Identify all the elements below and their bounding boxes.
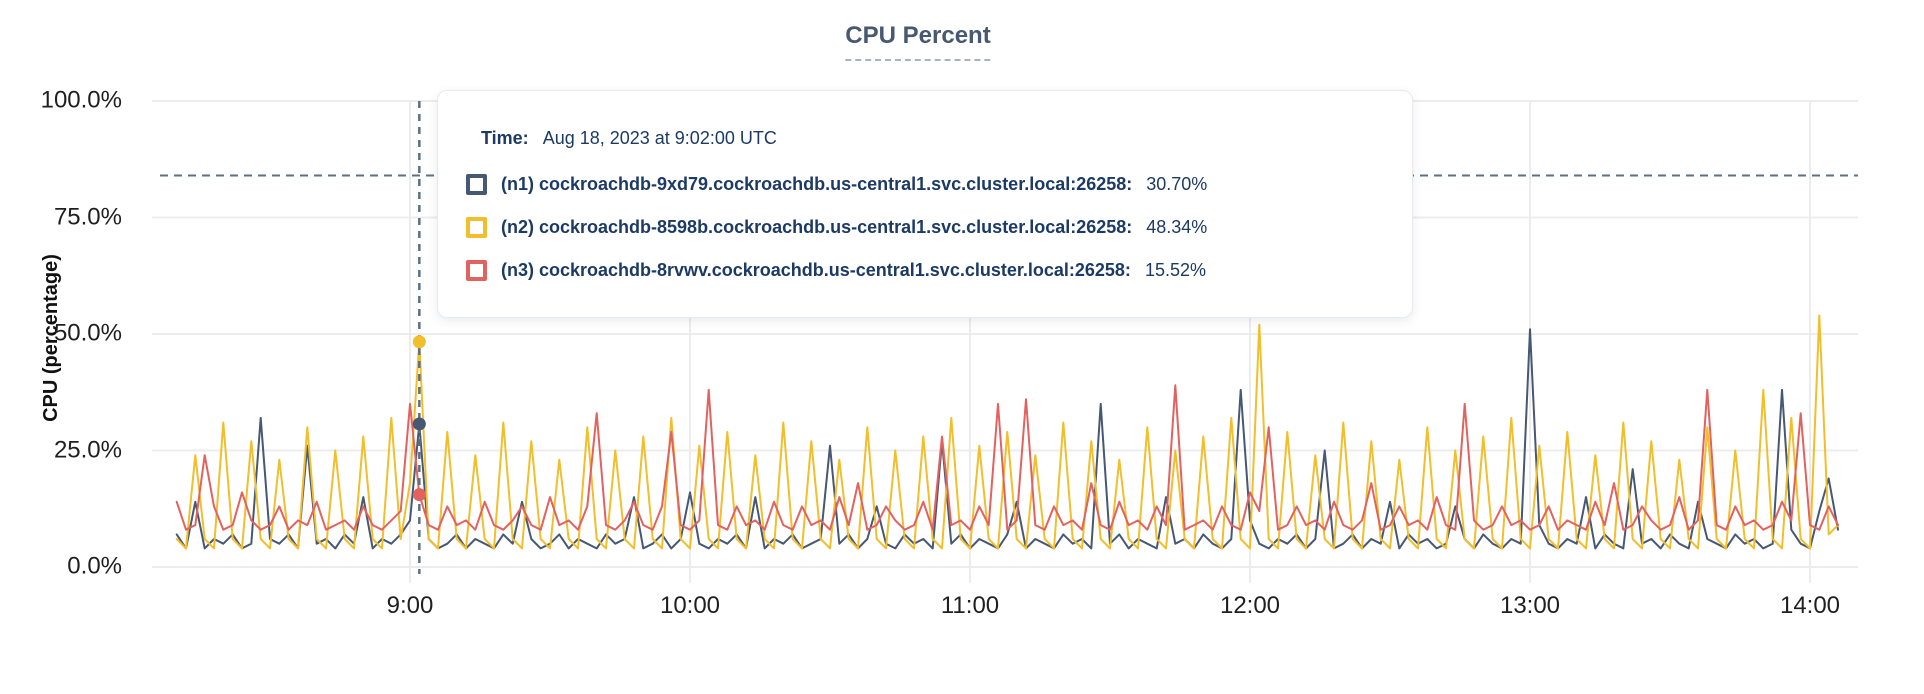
- chart-title-wrap: CPU Percent: [845, 22, 991, 61]
- x-tick-label-1200: 12:00: [1219, 592, 1281, 619]
- series-line-n2: [175, 314, 1839, 550]
- hover-marker-n3: [412, 488, 426, 502]
- tooltip-row-n2: (n2) cockroachdb-8598b.cockroachdb.us-ce…: [466, 216, 1412, 238]
- tooltip-node-value-n3: 15.52%: [1144, 260, 1206, 280]
- x-tick-label-1000: 10:00: [659, 592, 721, 619]
- chart-hover-tooltip: Time: Aug 18, 2023 at 9:02:00 UTC (n1) co…: [437, 90, 1413, 318]
- tooltip-row-n3: (n3) cockroachdb-8rvwv.cockroachdb.us-ce…: [466, 259, 1412, 281]
- tooltip-node-label-n3: (n3) cockroachdb-8rvwv.cockroachdb.us-ce…: [501, 260, 1131, 280]
- series-swatch-icon-n1: [466, 173, 487, 195]
- series-line-n1: [175, 328, 1839, 550]
- y-tick-label-100: 100.0%: [40, 86, 122, 114]
- tooltip-legend-rows: (n1) cockroachdb-9xd79.cockroachdb.us-ce…: [466, 173, 1412, 281]
- y-tick-label-50: 50.0%: [53, 319, 122, 347]
- y-tick-label-75: 75.0%: [53, 202, 122, 230]
- tooltip-node-value-n2: 48.34%: [1146, 217, 1208, 237]
- hover-marker-n2: [412, 335, 426, 349]
- tooltip-node-value-n1: 30.70%: [1146, 174, 1208, 194]
- x-tick-label-1100: 11:00: [940, 592, 1000, 619]
- x-tick-label-1400: 14:00: [1779, 592, 1841, 619]
- y-tick-label-25: 25.0%: [53, 435, 122, 463]
- tooltip-time-row: Time: Aug 18, 2023 at 9:02:00 UTC: [466, 127, 1412, 149]
- tooltip-time-value: Aug 18, 2023 at 9:02:00 UTC: [542, 128, 777, 148]
- tooltip-row-n1: (n1) cockroachdb-9xd79.cockroachdb.us-ce…: [466, 173, 1412, 195]
- hover-marker-n1: [412, 417, 426, 431]
- tooltip-time-label: Time:: [481, 128, 529, 148]
- tooltip-node-label-n1: (n1) cockroachdb-9xd79.cockroachdb.us-ce…: [501, 174, 1133, 194]
- series-line-n3: [175, 384, 1839, 531]
- series-swatch-icon-n3: [466, 259, 487, 281]
- x-tick-label-1300: 13:00: [1499, 592, 1561, 619]
- chart-title[interactable]: CPU Percent: [845, 22, 991, 61]
- x-tick-label-900: 9:00: [386, 592, 434, 619]
- tooltip-node-label-n2: (n2) cockroachdb-8598b.cockroachdb.us-ce…: [501, 217, 1133, 237]
- series-swatch-icon-n2: [466, 216, 487, 238]
- y-tick-label-0: 0.0%: [67, 552, 122, 580]
